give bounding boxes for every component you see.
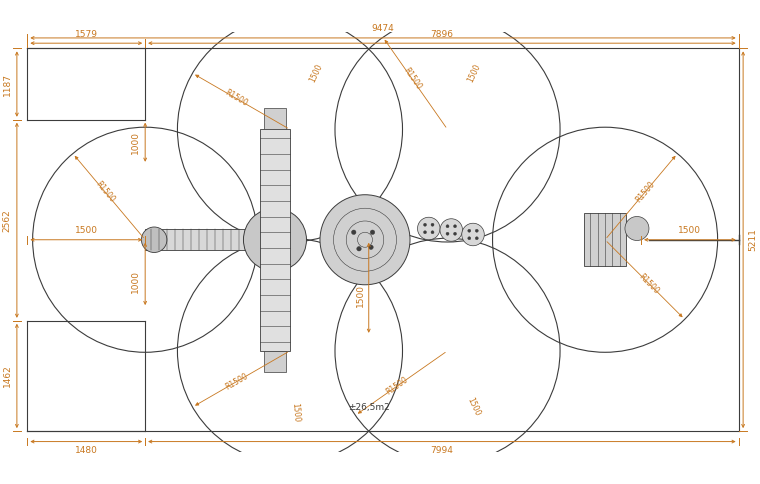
- Circle shape: [261, 226, 289, 253]
- Bar: [264, 351, 287, 372]
- Text: R1500: R1500: [637, 272, 660, 295]
- Circle shape: [440, 219, 463, 241]
- Text: 1500: 1500: [679, 226, 701, 235]
- Text: R1500: R1500: [94, 180, 117, 205]
- Text: 1462: 1462: [2, 364, 11, 387]
- Text: 1500: 1500: [290, 402, 301, 423]
- Circle shape: [446, 225, 449, 228]
- Circle shape: [423, 223, 426, 226]
- Circle shape: [351, 230, 356, 234]
- Text: 1500: 1500: [466, 396, 482, 418]
- Circle shape: [467, 237, 470, 240]
- Circle shape: [431, 231, 434, 234]
- Circle shape: [141, 227, 167, 253]
- Text: 7994: 7994: [430, 446, 453, 455]
- Text: 9474: 9474: [372, 24, 394, 33]
- Circle shape: [475, 229, 478, 232]
- Text: R1500: R1500: [401, 66, 423, 91]
- Circle shape: [370, 230, 375, 234]
- Text: 5211: 5211: [749, 228, 758, 251]
- Text: 1579: 1579: [74, 30, 98, 39]
- Bar: [260, 129, 290, 351]
- Circle shape: [446, 232, 449, 235]
- Text: 1500: 1500: [308, 63, 325, 84]
- Bar: [264, 108, 287, 129]
- Text: ±26,5m2: ±26,5m2: [348, 403, 390, 411]
- Circle shape: [431, 223, 434, 226]
- Circle shape: [356, 246, 361, 251]
- Circle shape: [243, 208, 306, 271]
- Text: R1500: R1500: [223, 89, 249, 108]
- Text: R1500: R1500: [223, 372, 249, 392]
- Text: 1500: 1500: [466, 63, 482, 84]
- Circle shape: [475, 237, 478, 240]
- Text: 1500: 1500: [74, 226, 98, 235]
- Text: 1000: 1000: [131, 131, 140, 154]
- Circle shape: [369, 245, 373, 250]
- Circle shape: [454, 225, 457, 228]
- Text: R1500: R1500: [633, 180, 657, 205]
- Text: 1480: 1480: [74, 446, 98, 455]
- Text: 2562: 2562: [2, 209, 11, 232]
- Circle shape: [454, 232, 457, 235]
- Text: 1000: 1000: [131, 270, 140, 292]
- Circle shape: [625, 216, 649, 241]
- Text: 1500: 1500: [356, 284, 365, 307]
- Circle shape: [423, 231, 426, 234]
- Circle shape: [462, 223, 484, 246]
- FancyBboxPatch shape: [145, 229, 245, 250]
- Text: R1500: R1500: [384, 376, 410, 397]
- Circle shape: [417, 217, 440, 240]
- Bar: [584, 213, 625, 266]
- Text: 7896: 7896: [430, 30, 454, 39]
- Circle shape: [320, 195, 410, 285]
- Circle shape: [467, 229, 470, 232]
- Text: 1187: 1187: [2, 73, 11, 95]
